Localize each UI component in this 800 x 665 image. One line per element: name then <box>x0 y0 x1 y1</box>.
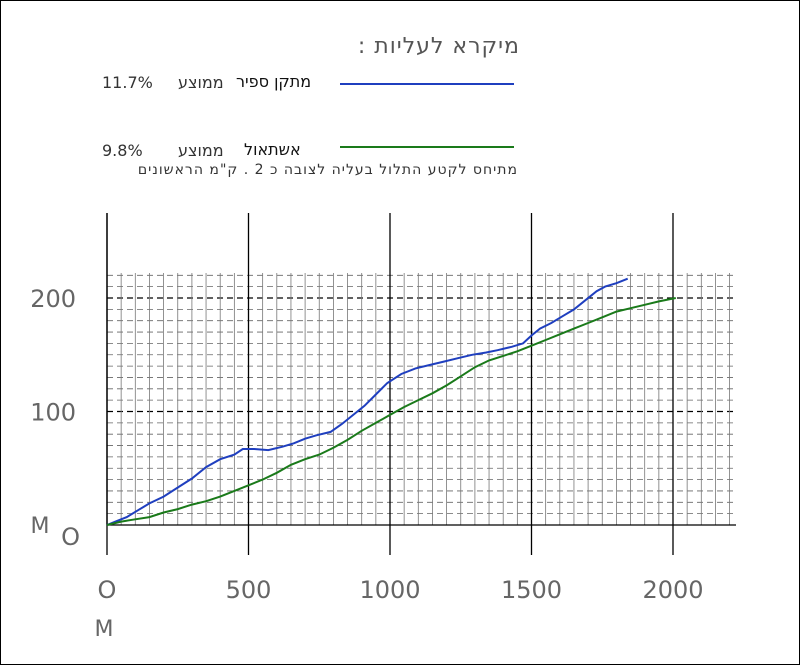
x-tick-label: 1500 <box>501 576 562 604</box>
legend-avg-label: ממוצע <box>178 73 224 92</box>
legend-line-swatch <box>340 146 514 148</box>
legend-avg-value: 9.8% <box>102 141 143 160</box>
legend-title: מיקרא לעליות : <box>357 34 520 59</box>
y-tick-label: O <box>61 523 80 551</box>
x-tick-label: 1000 <box>359 576 420 604</box>
x-unit-label: M <box>95 617 114 642</box>
y-unit-label: M <box>31 514 50 539</box>
x-tick-label: 2000 <box>642 576 703 604</box>
legend-series-name: אשתאול <box>244 140 301 159</box>
y-tick-label: 200 <box>30 285 76 313</box>
legend-series-name: מתקן ספיר <box>236 72 312 91</box>
x-tick-label: 500 <box>226 576 272 604</box>
y-tick-label: 100 <box>30 399 76 427</box>
legend-note: מתיחס לקטע התלול בעליה לצובה כ 2 . ק"מ ה… <box>137 162 518 178</box>
legend-line-swatch <box>340 83 514 85</box>
legend-avg-value: 11.7% <box>102 73 153 92</box>
legend-avg-label: ממוצע <box>178 141 224 160</box>
series-line-eshtaol <box>106 297 676 526</box>
series-line-sapir <box>106 277 629 526</box>
x-tick-label: O <box>98 576 117 604</box>
